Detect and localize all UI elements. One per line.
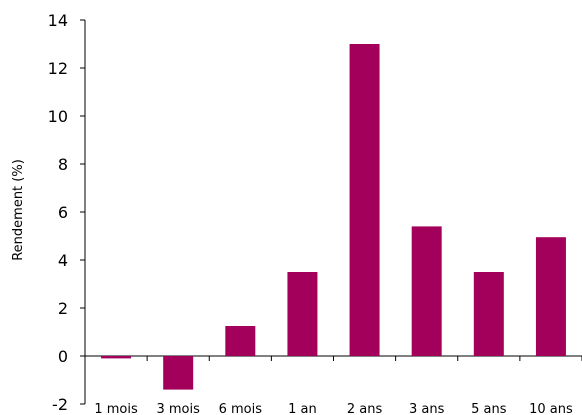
- bar-6-mois: [225, 326, 256, 356]
- category-label: 3 mois: [156, 402, 200, 415]
- y-tick-label: 14: [48, 11, 68, 30]
- y-tick-label: 4: [58, 251, 68, 270]
- y-tick-label: 8: [58, 155, 68, 174]
- x-axis: [85, 355, 582, 361]
- category-label: 1 mois: [94, 402, 138, 415]
- bars: [101, 44, 566, 390]
- y-tick-label: 0: [58, 347, 68, 366]
- y-axis-title: Rendement (%): [11, 159, 26, 261]
- y-axis: -2 0 2 4 6 8 10 12 14: [48, 11, 86, 414]
- category-labels: 1 mois 3 mois 6 mois 1 an 2 ans 3 ans 5 ans 10 …: [94, 402, 573, 415]
- bar-5-ans: [473, 272, 504, 356]
- category-label: 1 an: [288, 402, 317, 415]
- category-label: 10 ans: [529, 402, 573, 415]
- y-tick-label: 2: [58, 299, 68, 318]
- bar-3-ans: [411, 226, 442, 356]
- bar-10-ans: [535, 237, 566, 356]
- category-label: 2 ans: [347, 402, 383, 415]
- category-label: 5 ans: [471, 402, 507, 415]
- y-tick-label: -2: [52, 395, 68, 414]
- bar-1-mois: [101, 356, 132, 359]
- bar-3-mois: [163, 356, 194, 390]
- y-tick-label: 12: [48, 59, 68, 78]
- bar-2-ans: [349, 44, 380, 356]
- category-label: 3 ans: [409, 402, 445, 415]
- category-label: 6 mois: [219, 402, 263, 415]
- y-tick-label: 10: [48, 107, 68, 126]
- y-tick-label: 6: [58, 203, 68, 222]
- bar-1-an: [287, 272, 318, 356]
